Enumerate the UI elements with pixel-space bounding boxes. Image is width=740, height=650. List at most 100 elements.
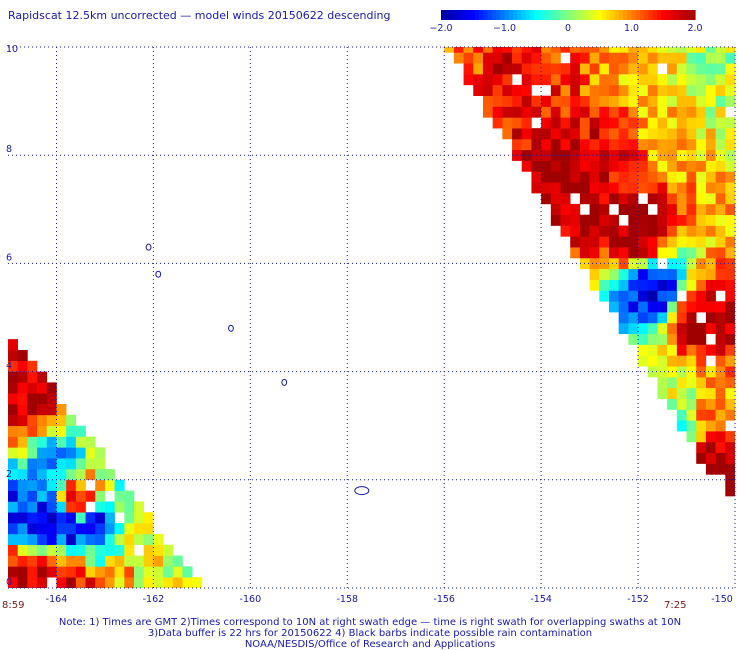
wind-cell: [482, 63, 493, 75]
wind-cell: [541, 63, 552, 75]
wind-cell: [618, 268, 629, 280]
wind-cell: [657, 214, 668, 226]
wind-cell: [715, 128, 726, 140]
wind-cell: [696, 95, 707, 107]
wind-cell: [37, 490, 48, 502]
wind-cell: [46, 533, 57, 546]
wind-cell: [46, 458, 57, 470]
wind-cell: [502, 47, 513, 53]
colorbar-segment: [627, 10, 633, 20]
wind-cell: [75, 533, 86, 546]
wind-cell: [735, 215, 740, 226]
wind-cell: [696, 247, 707, 259]
y-tick-label: 4: [6, 361, 12, 372]
wind-cell: [618, 95, 629, 107]
wind-cell: [66, 501, 77, 513]
wind-cell: [143, 523, 154, 535]
wind-cell: [696, 333, 707, 345]
wind-cell: [37, 393, 48, 405]
wind-cell: [725, 95, 735, 107]
wind-cell: [453, 52, 464, 64]
wind-cell: [618, 128, 629, 140]
wind-cell: [647, 312, 658, 324]
wind-cell: [696, 52, 707, 64]
wind-cell: [8, 555, 18, 567]
colorbar-segment: [618, 10, 624, 20]
wind-cell: [696, 387, 707, 399]
wind-cell: [725, 160, 735, 172]
wind-cell: [95, 577, 106, 588]
wind-cell: [46, 479, 57, 491]
wind-cell: [589, 203, 600, 216]
wind-cell: [589, 236, 600, 248]
wind-cell: [676, 344, 687, 356]
wind-cell: [104, 577, 115, 588]
wind-cell: [667, 344, 678, 356]
wind-cell: [56, 447, 67, 459]
wind-cell: [647, 63, 658, 75]
wind-cell: [143, 544, 154, 556]
wind-cell: [492, 52, 503, 64]
wind-cell: [735, 171, 740, 182]
wind-cell: [172, 577, 183, 588]
wind-cell: [531, 47, 542, 53]
wind-cell: [735, 42, 740, 53]
wind-cell: [667, 52, 678, 64]
wind-cell: [134, 523, 145, 535]
wind-cell: [735, 442, 740, 453]
wind-cell: [541, 95, 552, 107]
wind-cell: [638, 333, 649, 345]
wind-cell: [512, 106, 523, 118]
wind-cell: [463, 52, 474, 64]
wind-cell: [56, 523, 67, 535]
wind-cell: [463, 74, 474, 86]
wind-cell: [628, 160, 639, 172]
wind-cell: [657, 290, 668, 302]
wind-cell: [676, 377, 687, 389]
wind-cell: [17, 349, 28, 362]
wind-cell: [647, 301, 658, 313]
wind-cell: [618, 193, 629, 205]
wind-cell: [647, 117, 658, 129]
wind-cell: [541, 171, 552, 183]
wind-cell: [705, 279, 716, 291]
wind-cell: [27, 382, 38, 394]
colorbar-segment: [656, 10, 662, 20]
wind-cell: [628, 117, 639, 129]
colorbar-segment: [601, 10, 607, 20]
wind-cell: [696, 74, 707, 86]
wind-cell: [647, 74, 658, 86]
wind-cell: [37, 479, 48, 491]
colorbar-segment: [584, 10, 590, 20]
x-axis-ticks: -164 -162 -160 -158 -156 -154 -152 -150: [46, 594, 733, 605]
wind-cell: [735, 334, 740, 345]
y-axis-ticks: 0 2 4 6 8 10: [6, 44, 18, 588]
wind-cell: [628, 290, 639, 302]
wind-cell: [608, 236, 619, 248]
wind-cell: [696, 182, 707, 194]
coastline: [228, 324, 234, 332]
wind-cell: [560, 63, 571, 75]
y-tick-label: 10: [6, 44, 18, 55]
colorbar-segment: [462, 10, 467, 20]
colorbar-segment: [453, 10, 459, 20]
wind-cell: [735, 96, 740, 107]
wind-cell: [85, 533, 96, 546]
wind-cell: [647, 247, 658, 259]
wind-cell: [696, 344, 707, 356]
wind-cell: [618, 247, 629, 259]
wind-cell: [114, 479, 125, 491]
wind-cell: [725, 193, 735, 205]
wind-cell: [705, 257, 716, 270]
wind-cell: [686, 312, 697, 324]
wind-cell: [95, 447, 106, 459]
wind-cell: [560, 138, 571, 151]
wind-cell: [696, 366, 707, 378]
wind-cell: [705, 290, 716, 302]
wind-cell: [599, 290, 610, 302]
wind-cell: [667, 128, 678, 140]
wind-cell: [37, 436, 48, 448]
wind-cell: [570, 182, 581, 194]
wind-cell: [8, 501, 18, 513]
wind-cell: [521, 95, 532, 107]
